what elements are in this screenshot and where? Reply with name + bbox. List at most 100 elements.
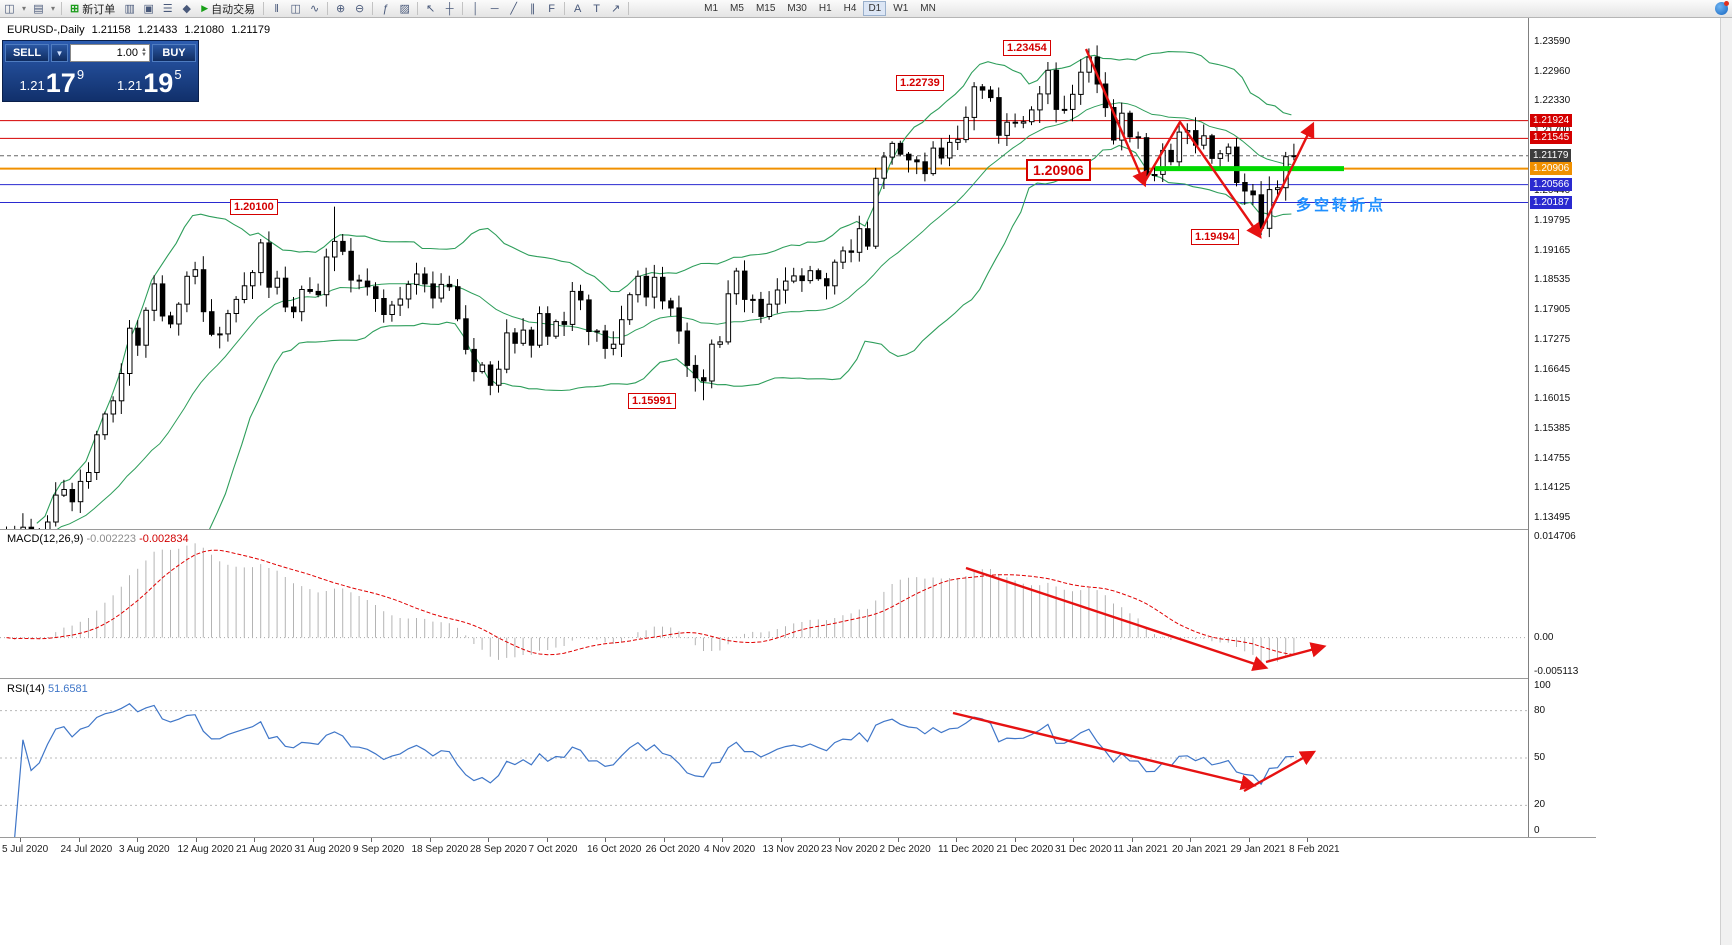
macd-panel-chart[interactable] (0, 530, 1528, 678)
profiles-icon[interactable]: ▤ (33, 3, 44, 15)
price-axis[interactable]: 1.235901.229601.223301.217001.204401.197… (1528, 18, 1596, 837)
time-tick (839, 838, 840, 842)
metaeditor-icon[interactable]: ◆ (182, 3, 191, 15)
trend-arrow-group[interactable] (1084, 48, 1315, 239)
new-order-icon: ⊞ (70, 3, 80, 15)
timeframe-button-D1[interactable]: D1 (863, 1, 887, 16)
new-chart-dropdown-icon[interactable]: ▾ (21, 4, 26, 13)
timeframe-button-M30[interactable]: M30 (782, 1, 811, 16)
price-axis-flag: 1.20906 (1530, 161, 1573, 175)
time-tick (722, 838, 723, 842)
time-axis-label: 31 Dec 2020 (1055, 844, 1112, 855)
time-tick (429, 838, 431, 842)
market-watch-icon[interactable]: ▥ (124, 3, 135, 15)
timeframe-button-M1[interactable]: M1 (699, 1, 723, 16)
candlestick-chart-icon[interactable]: ◫ (290, 3, 301, 15)
time-axis-label: 5 Jul 2020 (2, 844, 49, 855)
rsi-panel-chart[interactable] (0, 679, 1528, 837)
data-window-icon[interactable]: ▣ (143, 3, 154, 15)
rsi-level-lines (0, 710, 1528, 806)
toolbar-separator (61, 2, 62, 15)
axis-label: 20 (1534, 799, 1546, 811)
templates-icon[interactable]: ▨ (399, 3, 410, 15)
profiles-dropdown-icon[interactable]: ▾ (50, 4, 55, 13)
axis-label: 0 (1534, 825, 1540, 836)
price-axis-flag: 1.20566 (1530, 177, 1573, 191)
navigator-icon[interactable]: ☰ (162, 3, 173, 15)
lot-decrease-button[interactable]: ▼ (141, 52, 147, 58)
timeframe-button-H1[interactable]: H1 (814, 1, 837, 16)
fibonacci-icon[interactable]: F (548, 2, 555, 15)
timeframe-button-W1[interactable]: W1 (888, 1, 913, 16)
time-axis-label: 12 Aug 2020 (177, 844, 234, 855)
new-order-button[interactable]: ⊞ 新订单 (65, 1, 120, 17)
cursor-icon[interactable]: ↖ (426, 3, 436, 15)
toolbar-separator (372, 2, 374, 15)
arrow-tool-icon[interactable]: ↗ (611, 3, 621, 15)
toolbar-separator (263, 2, 265, 15)
macd-histogram (14, 543, 1295, 662)
text-label-icon[interactable]: T (593, 2, 600, 15)
axis-label: 1.22960 (1534, 65, 1571, 77)
time-axis-label: 4 Nov 2020 (704, 844, 756, 855)
zoom-out-icon[interactable]: ⊖ (355, 3, 365, 15)
time-axis[interactable]: 5 Jul 2020 24 Jul 2020 3 Aug 2020 12 Aug 20… (0, 838, 1528, 858)
bar-chart-icon[interactable]: ‖ (274, 2, 279, 15)
axis-label: 1.17905 (1534, 304, 1571, 315)
axis-label: 50 (1534, 752, 1546, 763)
zoom-in-icon[interactable]: ⊕ (336, 3, 346, 15)
timeframe-button-M5[interactable]: M5 (725, 1, 749, 16)
timeframe-button-MN[interactable]: MN (915, 1, 941, 16)
panel-separator[interactable] (0, 529, 1596, 530)
lot-size-input[interactable]: 1.00 ▲ ▼ (70, 44, 150, 62)
trend-arrow-group[interactable] (965, 566, 1327, 671)
lot-increase-button[interactable]: ▲ (141, 47, 147, 53)
text-icon[interactable]: A (573, 2, 582, 15)
axis-label: 1.19795 (1534, 214, 1571, 226)
notification-icon[interactable] (1715, 1, 1729, 15)
axis-label: 1.14125 (1534, 482, 1571, 494)
trend-arrow-group[interactable] (952, 711, 1317, 793)
vertical-line-icon[interactable]: │ (472, 2, 480, 15)
crosshair-icon[interactable]: ┼ (445, 2, 454, 15)
timeframe-button-H4[interactable]: H4 (839, 1, 862, 16)
axis-label: 1.13495 (1534, 512, 1571, 523)
lot-preset-dropdown[interactable]: ▼ (51, 44, 68, 62)
axis-label: 1.23590 (1534, 36, 1571, 47)
equidistant-channel-icon[interactable]: ∥ (529, 3, 536, 15)
panel-separator[interactable] (0, 678, 1596, 679)
time-axis-label: 29 Jan 2021 (1230, 844, 1286, 855)
one-click-trading-panel: SELL ▼ 1.00 ▲ ▼ BUY 1.21 17 (2, 40, 199, 102)
time-tick (1248, 838, 1250, 842)
new-chart-icon[interactable]: ◫ (4, 3, 15, 15)
vertical-scrollbar[interactable] (1720, 18, 1732, 945)
price-axis-flag: 1.21545 (1530, 131, 1573, 145)
buy-button[interactable]: BUY (152, 44, 196, 62)
time-tick (546, 838, 548, 842)
line-chart-icon[interactable]: ∿ (310, 3, 320, 15)
autotrade-button[interactable]: ▶ 自动交易 (196, 1, 260, 17)
indicators-icon[interactable]: ƒ (382, 2, 389, 15)
time-axis-label: 9 Sep 2020 (353, 844, 405, 855)
horizontal-level-lines[interactable] (0, 120, 1528, 203)
autotrade-label: 自动交易 (211, 3, 256, 16)
horizontal-line-icon[interactable]: ─ (490, 2, 499, 15)
time-axis-label: 8 Feb 2021 (1289, 844, 1340, 855)
sell-price-display[interactable]: 1.21 17 9 (19, 67, 85, 98)
sell-button[interactable]: SELL (5, 44, 49, 62)
price-chart[interactable] (0, 18, 1528, 529)
toolbar-separator (417, 2, 419, 15)
axis-label: 1.16645 (1534, 363, 1571, 375)
time-tick (663, 838, 665, 842)
buy-price-display[interactable]: 1.21 19 5 (116, 67, 182, 98)
time-tick (1307, 838, 1308, 842)
timeframe-button-M15[interactable]: M15 (751, 1, 780, 16)
time-tick (897, 838, 899, 842)
autotrade-play-icon: ▶ (201, 3, 209, 13)
axis-label: 1.18535 (1534, 274, 1571, 286)
axis-label: 1.22330 (1534, 95, 1571, 107)
axis-separator (0, 837, 1596, 838)
trendline-icon[interactable]: ╱ (510, 3, 517, 15)
time-tick (1014, 838, 1016, 842)
time-tick (371, 838, 372, 842)
